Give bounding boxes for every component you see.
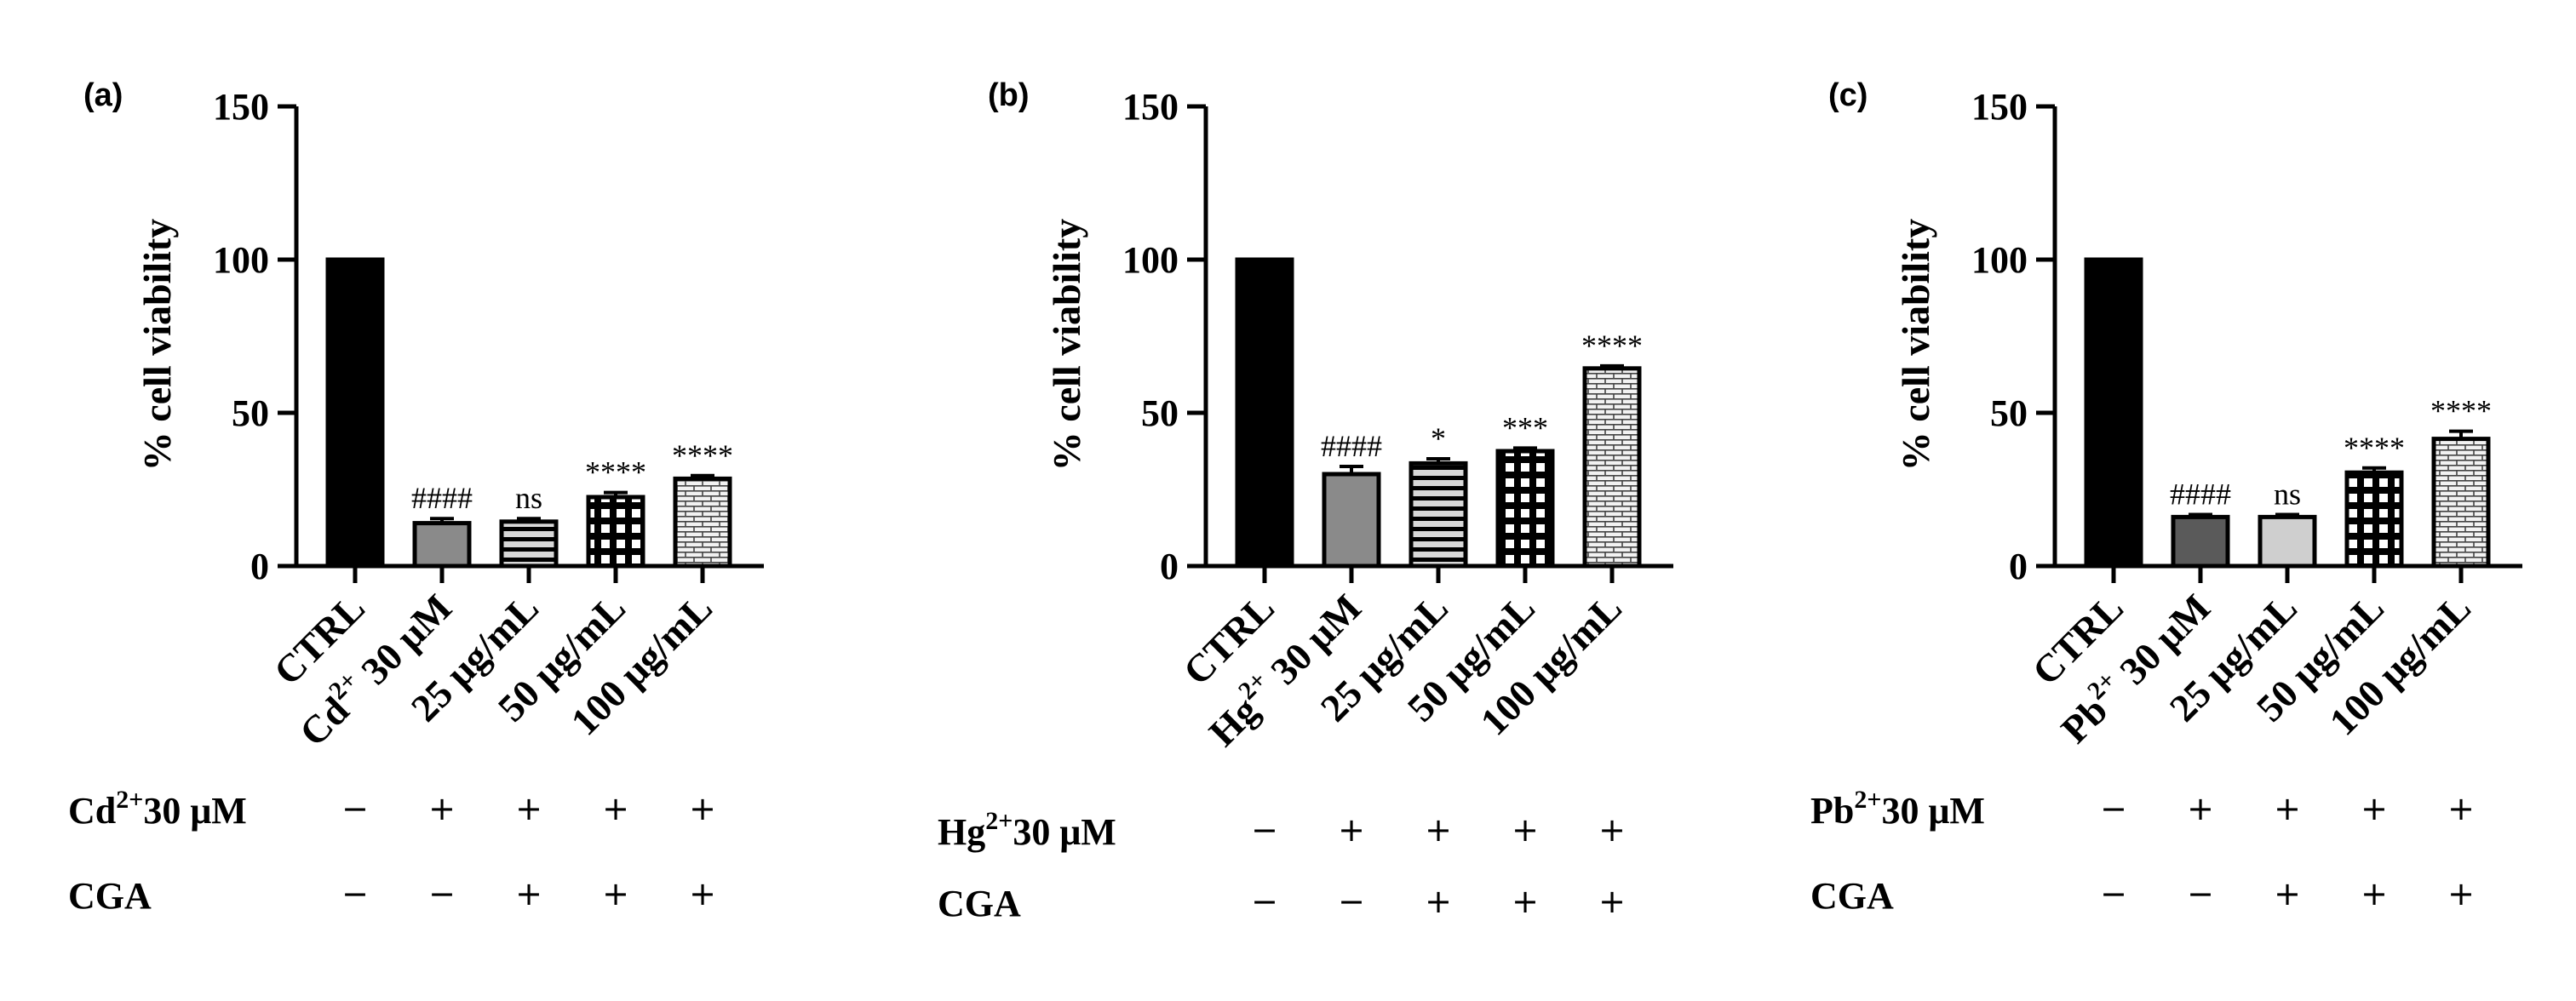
significance-label: #### bbox=[1321, 429, 1382, 463]
y-tick-label: 0 bbox=[2009, 546, 2028, 587]
treatment-sign: + bbox=[689, 875, 716, 912]
treatment-sign: + bbox=[428, 790, 456, 827]
y-axis-label: % cell viability bbox=[1894, 219, 1937, 471]
panel-label: (b) bbox=[988, 77, 1030, 113]
bar bbox=[1495, 449, 1555, 569]
treatment-sign: + bbox=[2361, 790, 2388, 827]
treatment-sign: + bbox=[602, 790, 629, 827]
treatment-sign: + bbox=[1425, 883, 1452, 920]
treatment-sign: − bbox=[1338, 883, 1365, 920]
treatment-sign: + bbox=[2187, 790, 2214, 827]
treatment-sign: + bbox=[1338, 811, 1365, 849]
treatment-row-label: Hg2+30 μM bbox=[938, 807, 1116, 853]
treatment-sign: + bbox=[1598, 811, 1626, 849]
treatment-sign: − bbox=[428, 875, 456, 912]
y-tick-label: 150 bbox=[213, 86, 269, 128]
bar bbox=[1582, 366, 1642, 569]
treatment-sign: + bbox=[1512, 883, 1539, 920]
y-tick-label: 50 bbox=[232, 392, 269, 434]
y-tick-label: 50 bbox=[1990, 392, 2028, 434]
significance-label: **** bbox=[2430, 394, 2492, 428]
y-tick-label: 100 bbox=[1971, 239, 2028, 281]
treatment-sign: + bbox=[2361, 875, 2388, 912]
bar bbox=[586, 495, 645, 569]
bar bbox=[2084, 257, 2143, 569]
bar bbox=[673, 476, 732, 569]
y-tick-label: 100 bbox=[1122, 239, 1179, 281]
y-tick-label: 0 bbox=[1160, 546, 1179, 587]
bar bbox=[412, 521, 472, 569]
significance-label: ns bbox=[2274, 478, 2301, 512]
bar bbox=[1408, 460, 1468, 569]
treatment-sign: + bbox=[2274, 875, 2301, 912]
treatment-row-label: Pb2+30 μM bbox=[1810, 786, 1985, 832]
treatment-row-label: Cd2+30 μM bbox=[68, 786, 247, 832]
treatment-sign: + bbox=[2447, 875, 2475, 912]
significance-label: ns bbox=[515, 481, 542, 515]
bar bbox=[499, 519, 559, 569]
panel-label: (c) bbox=[1828, 77, 1867, 113]
bar bbox=[1322, 472, 1381, 569]
bar bbox=[1235, 257, 1294, 569]
treatment-sign: − bbox=[2100, 790, 2127, 827]
y-axis-label: % cell viability bbox=[1045, 219, 1088, 471]
treatment-sign: + bbox=[602, 875, 629, 912]
significance-label: *** bbox=[1502, 410, 1548, 444]
treatment-sign: − bbox=[341, 875, 369, 912]
treatment-sign: + bbox=[2447, 790, 2475, 827]
treatment-sign: − bbox=[341, 790, 369, 827]
treatment-sign: − bbox=[1251, 811, 1278, 849]
significance-label: * bbox=[1431, 421, 1446, 455]
treatment-sign: + bbox=[689, 790, 716, 827]
treatment-sign: + bbox=[515, 790, 542, 827]
treatment-sign: − bbox=[2100, 875, 2127, 912]
treatment-row-label: CGA bbox=[938, 883, 1021, 924]
bar bbox=[325, 257, 385, 569]
treatment-sign: − bbox=[1251, 883, 1278, 920]
bar bbox=[2431, 437, 2491, 569]
bar bbox=[2344, 470, 2404, 569]
y-tick-label: 150 bbox=[1971, 86, 2028, 128]
significance-label: **** bbox=[2344, 431, 2405, 465]
significance-label: **** bbox=[585, 455, 646, 489]
significance-label: #### bbox=[411, 481, 473, 515]
panel-label: (a) bbox=[83, 77, 123, 113]
significance-label: **** bbox=[672, 438, 733, 472]
significance-label: **** bbox=[1581, 329, 1643, 363]
treatment-row-label: CGA bbox=[1810, 875, 1894, 917]
treatment-sign: + bbox=[1598, 883, 1626, 920]
bar bbox=[2171, 514, 2230, 569]
treatment-sign: − bbox=[2187, 875, 2214, 912]
y-tick-label: 0 bbox=[250, 546, 269, 587]
y-axis-label: % cell viability bbox=[135, 219, 179, 471]
treatment-sign: + bbox=[1512, 811, 1539, 849]
significance-label: #### bbox=[2170, 478, 2231, 512]
y-tick-label: 50 bbox=[1141, 392, 1179, 434]
bar bbox=[2258, 514, 2317, 569]
treatment-sign: + bbox=[2274, 790, 2301, 827]
treatment-row-label: CGA bbox=[68, 875, 152, 917]
treatment-sign: + bbox=[1425, 811, 1452, 849]
y-tick-label: 100 bbox=[213, 239, 269, 281]
treatment-sign: + bbox=[515, 875, 542, 912]
y-tick-label: 150 bbox=[1122, 86, 1179, 128]
